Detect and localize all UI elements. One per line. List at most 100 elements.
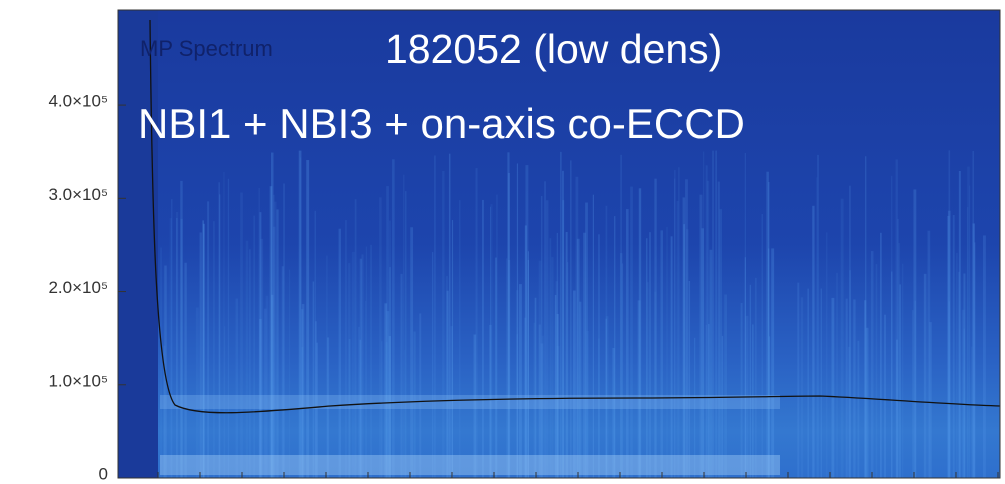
y-tick-label: 3.0×10⁵ [48,185,108,204]
texture [717,181,720,478]
texture [598,234,600,478]
y-tick-label: 2.0×10⁵ [48,278,108,297]
texture [507,260,511,478]
texture [541,335,544,478]
texture [956,252,958,478]
texture [630,186,633,478]
texture [682,197,686,478]
texture [864,300,867,478]
texture [384,303,388,478]
texture [392,159,395,478]
texture [865,327,869,478]
texture [761,213,763,478]
texture [620,154,622,478]
texture [654,178,657,478]
texture [260,238,264,478]
texture [685,229,689,478]
texture [354,199,357,478]
texture [301,347,304,478]
texture [721,335,724,478]
texture [473,334,477,478]
texture [768,182,770,478]
texture [538,324,541,478]
texture [364,300,367,478]
texture [386,311,390,478]
texture [180,218,183,478]
texture [968,185,971,478]
texture [545,200,549,478]
texture [495,257,497,478]
texture [556,313,559,478]
texture [897,218,899,478]
texture [797,282,800,478]
texture [699,194,703,478]
texture [836,272,839,478]
texture [240,192,243,478]
texture [258,187,261,478]
texture [560,151,562,478]
texture [175,211,179,478]
texture [312,281,315,478]
texture [306,160,310,478]
texture [288,269,291,478]
texture [404,349,406,478]
texture [884,314,886,478]
texture [706,180,710,478]
texture [817,154,819,478]
y-tick-label: 0 [99,464,108,483]
texture [524,317,527,478]
texture [506,258,508,478]
texture [403,174,405,478]
texture [592,194,595,478]
texture [164,265,167,478]
plot-frame [117,9,1001,479]
texture [927,230,931,478]
texture [432,252,434,478]
texture [583,232,586,478]
texture [853,299,856,478]
texture [621,263,624,478]
texture [160,455,780,475]
texture [972,223,975,478]
texture [913,189,917,478]
texture [626,209,629,478]
y-tick-label: 1.0×10⁵ [48,371,108,390]
texture [263,308,267,478]
texture [562,200,565,478]
chart-title: 182052 (low dens) [385,26,722,72]
texture [365,246,367,478]
texture [677,167,680,478]
texture [475,168,478,478]
texture [575,176,579,478]
texture [565,231,568,478]
chart-subtitle: NBI1 + NBI3 + on-axis co-ECCD [138,100,745,147]
texture [283,183,285,478]
texture [556,232,558,478]
texture [967,166,970,478]
texture [442,170,445,478]
texture [259,319,262,478]
texture [326,337,330,478]
texture [450,326,454,478]
texture [974,242,976,478]
plot-area [118,10,1000,478]
texture [446,290,449,478]
texture [314,321,317,478]
texture [361,254,364,478]
texture [518,284,522,478]
texture [902,263,904,478]
texture [767,248,770,478]
texture [169,218,173,478]
texture [544,181,547,478]
texture [386,186,389,478]
texture [359,339,362,478]
texture [579,301,582,478]
texture [379,197,382,478]
texture [719,209,723,478]
texture [879,232,882,478]
texture [490,204,493,478]
annotation: MP Spectrum [140,36,273,61]
trace-line [149,19,1000,414]
texture [180,180,183,478]
